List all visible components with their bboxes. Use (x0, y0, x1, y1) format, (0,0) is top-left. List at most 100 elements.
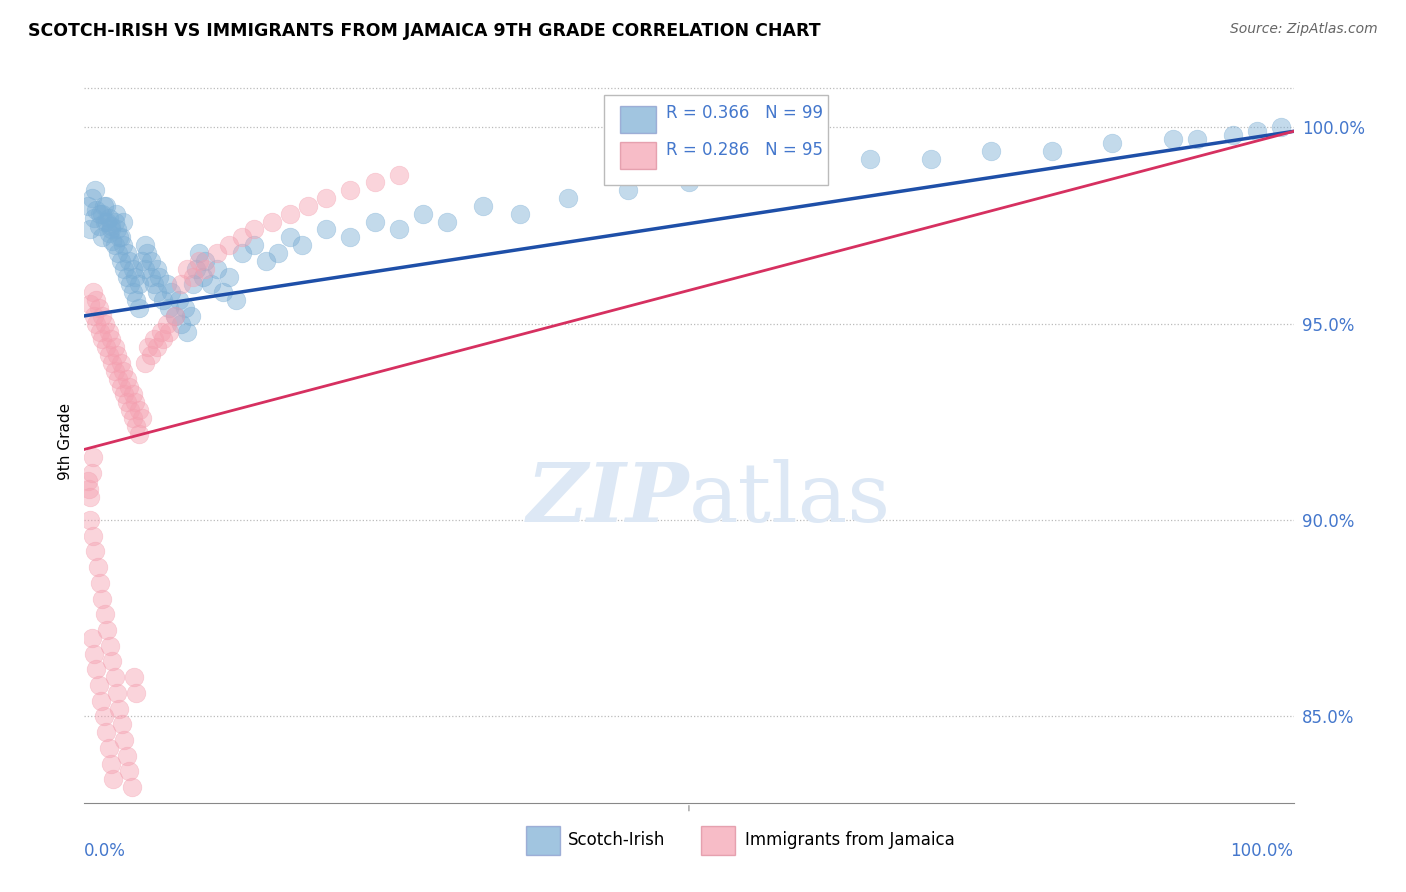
Text: Source: ZipAtlas.com: Source: ZipAtlas.com (1230, 22, 1378, 37)
Point (134, 356, 156, 370)
Point (231, 246, 253, 260)
Point (107, 372, 129, 386)
Point (110, 230, 132, 244)
Point (97, 740, 120, 755)
Point (131, 253, 153, 268)
Point (79, 490, 101, 504)
Point (138, 340, 160, 354)
Point (225, 293, 247, 308)
Point (115, 748, 138, 763)
Point (1222, 128, 1244, 143)
Point (363, 175, 385, 189)
Point (146, 285, 169, 300)
Point (339, 183, 361, 197)
Point (124, 395, 146, 409)
Point (139, 253, 162, 268)
Point (94, 317, 117, 331)
Text: R = 0.366   N = 99: R = 0.366 N = 99 (666, 103, 823, 122)
Text: 0.0%: 0.0% (84, 842, 127, 860)
Point (1101, 136, 1123, 150)
Point (108, 701, 131, 715)
Point (112, 387, 135, 401)
Point (125, 686, 148, 700)
Point (77, 199, 100, 213)
Point (121, 411, 143, 425)
Point (139, 348, 162, 362)
Point (100, 219, 122, 233)
Point (86, 202, 108, 217)
Text: ZIP: ZIP (526, 459, 689, 540)
Point (83, 211, 105, 225)
Point (128, 301, 150, 315)
Text: R = 0.286   N = 95: R = 0.286 N = 95 (666, 141, 823, 160)
Point (207, 261, 229, 276)
Point (86, 560, 108, 574)
Point (84, 544, 107, 558)
Point (100, 756, 122, 771)
Point (152, 293, 174, 308)
Point (118, 253, 141, 268)
Point (104, 670, 127, 684)
Point (678, 175, 700, 189)
Point (121, 387, 143, 401)
Point (104, 364, 127, 378)
Point (134, 238, 156, 252)
Point (77, 482, 100, 496)
Point (107, 246, 129, 260)
Point (176, 325, 198, 339)
Point (100, 222, 122, 236)
Point (77, 474, 100, 488)
Point (112, 238, 135, 252)
Point (1270, 120, 1292, 135)
Point (104, 207, 127, 221)
Point (557, 191, 579, 205)
Point (124, 269, 146, 284)
Point (165, 309, 187, 323)
Bar (526, 826, 560, 855)
Point (1161, 132, 1184, 146)
Point (87, 219, 110, 233)
Point (194, 261, 217, 276)
Point (315, 191, 337, 205)
Point (108, 230, 131, 244)
Point (242, 222, 264, 236)
Point (91, 230, 114, 244)
Point (859, 152, 882, 166)
Point (96, 214, 118, 228)
Point (738, 168, 761, 182)
Point (104, 340, 127, 354)
Point (121, 780, 143, 794)
Point (146, 340, 169, 354)
Point (112, 364, 135, 378)
Point (1040, 144, 1063, 158)
Y-axis label: 9th Grade: 9th Grade (58, 403, 73, 480)
Point (83, 647, 105, 661)
Point (388, 222, 411, 236)
Point (128, 426, 150, 441)
Point (180, 309, 202, 323)
Point (363, 214, 385, 228)
Point (80, 466, 103, 480)
Point (146, 261, 169, 276)
Point (218, 238, 240, 252)
Point (267, 246, 290, 260)
Point (218, 269, 240, 284)
Point (91, 309, 114, 323)
Point (87, 678, 110, 692)
Point (120, 277, 142, 292)
Point (86, 662, 108, 676)
Point (93, 709, 115, 723)
Point (388, 168, 411, 182)
Point (121, 285, 143, 300)
Text: Immigrants from Jamaica: Immigrants from Jamaica (745, 831, 955, 849)
Bar (702, 826, 735, 855)
Point (118, 379, 141, 393)
Point (980, 144, 1002, 158)
Point (101, 356, 124, 370)
Point (128, 403, 150, 417)
Point (1246, 124, 1268, 138)
Point (105, 686, 128, 700)
Point (799, 160, 821, 174)
Point (509, 207, 531, 221)
Point (173, 301, 195, 315)
